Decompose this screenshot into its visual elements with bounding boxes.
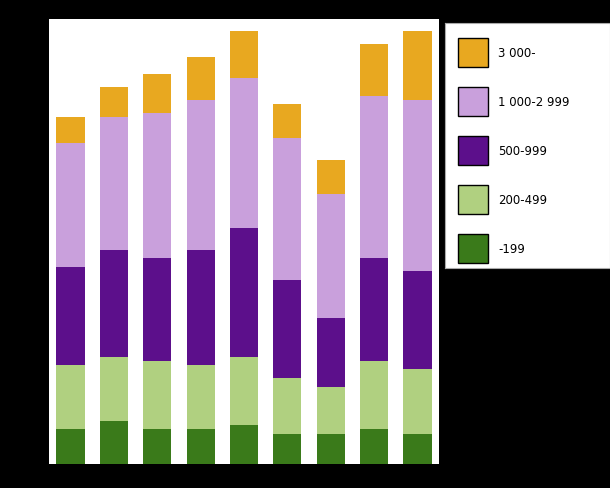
Bar bbox=[403, 32, 432, 101]
Text: 200-499: 200-499 bbox=[498, 194, 547, 206]
Bar bbox=[403, 271, 432, 370]
Bar bbox=[273, 434, 301, 464]
Bar bbox=[317, 318, 345, 386]
Bar bbox=[360, 429, 388, 464]
FancyBboxPatch shape bbox=[459, 234, 488, 264]
Bar bbox=[230, 32, 258, 79]
Bar bbox=[187, 250, 215, 366]
Bar bbox=[100, 88, 128, 118]
FancyBboxPatch shape bbox=[459, 137, 488, 166]
Bar bbox=[187, 366, 215, 429]
Bar bbox=[143, 113, 171, 259]
FancyBboxPatch shape bbox=[459, 39, 488, 68]
Bar bbox=[403, 101, 432, 271]
Bar bbox=[403, 370, 432, 434]
Bar bbox=[317, 161, 345, 195]
Bar bbox=[273, 139, 301, 280]
Text: -199: -199 bbox=[498, 243, 525, 255]
Bar bbox=[143, 75, 171, 113]
Bar bbox=[360, 259, 388, 361]
Bar bbox=[317, 386, 345, 434]
Bar bbox=[143, 259, 171, 361]
Bar bbox=[56, 143, 85, 267]
Bar bbox=[273, 280, 301, 378]
Bar bbox=[56, 366, 85, 429]
Bar bbox=[100, 357, 128, 421]
Bar bbox=[100, 118, 128, 250]
Bar bbox=[143, 361, 171, 429]
Bar bbox=[56, 267, 85, 366]
FancyBboxPatch shape bbox=[459, 88, 488, 117]
Bar bbox=[360, 45, 388, 96]
Bar bbox=[187, 101, 215, 250]
Bar bbox=[273, 105, 301, 139]
FancyBboxPatch shape bbox=[459, 185, 488, 215]
Text: 500-999: 500-999 bbox=[498, 145, 547, 158]
Bar bbox=[273, 378, 301, 434]
Bar bbox=[100, 250, 128, 357]
Bar bbox=[360, 361, 388, 429]
Text: 1 000-2 999: 1 000-2 999 bbox=[498, 96, 570, 109]
Text: 3 000-: 3 000- bbox=[498, 47, 536, 60]
Bar bbox=[143, 429, 171, 464]
Bar bbox=[230, 229, 258, 357]
Bar bbox=[403, 434, 432, 464]
Bar bbox=[317, 195, 345, 319]
Bar bbox=[230, 79, 258, 229]
Bar bbox=[56, 429, 85, 464]
Bar bbox=[360, 96, 388, 259]
Bar bbox=[317, 434, 345, 464]
Bar bbox=[100, 421, 128, 464]
Bar bbox=[56, 118, 85, 143]
Bar bbox=[187, 429, 215, 464]
Bar bbox=[230, 425, 258, 464]
Bar bbox=[230, 357, 258, 425]
Bar bbox=[187, 58, 215, 101]
